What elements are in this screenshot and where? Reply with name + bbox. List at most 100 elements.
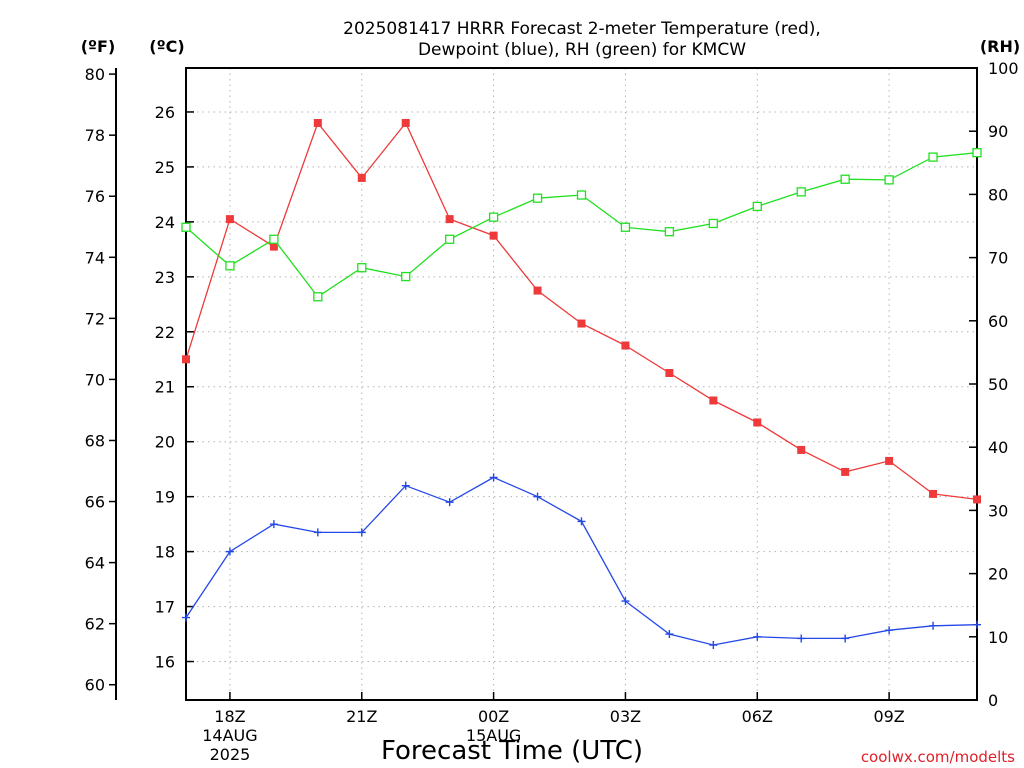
dewpoint-point bbox=[533, 492, 542, 501]
dewpoint-point bbox=[225, 547, 234, 556]
temperature-point bbox=[621, 341, 630, 350]
rh-point bbox=[313, 292, 323, 302]
dewpoint-series bbox=[182, 473, 981, 650]
celsius-tick-label: 26 bbox=[155, 103, 175, 122]
temperature-point bbox=[445, 215, 454, 224]
temperature-point bbox=[709, 396, 718, 405]
x-tick-label: 03Z bbox=[610, 707, 641, 726]
dewpoint-point bbox=[753, 632, 762, 641]
x-tick-label: 06Z bbox=[742, 707, 773, 726]
celsius-axis-label: (ºC) bbox=[149, 37, 184, 56]
fahrenheit-tick-label: 78 bbox=[85, 126, 105, 145]
temperature-point bbox=[665, 369, 674, 378]
temperature-point bbox=[885, 456, 894, 465]
dewpoint-point bbox=[797, 634, 806, 643]
fahrenheit-ticks: 60 62 64 66 68 70 72 74 76 78 80 bbox=[85, 65, 116, 695]
rh-point bbox=[357, 263, 367, 273]
celsius-tick-label: 20 bbox=[155, 433, 175, 452]
rh-point bbox=[181, 222, 191, 232]
fahrenheit-tick-label: 72 bbox=[85, 309, 105, 328]
rh-point bbox=[840, 174, 850, 184]
rh-point bbox=[796, 187, 806, 197]
rh-tick-label: 80 bbox=[988, 185, 1008, 204]
grid bbox=[186, 68, 977, 700]
rh-tick-label: 70 bbox=[988, 249, 1008, 268]
fahrenheit-tick-label: 80 bbox=[85, 65, 105, 84]
celsius-tick-label: 21 bbox=[155, 378, 175, 397]
celsius-ticks: 16 17 18 19 20 21 22 23 24 25 26 bbox=[155, 103, 194, 672]
celsius-tick-label: 19 bbox=[155, 488, 175, 507]
fahrenheit-tick-label: 66 bbox=[85, 493, 105, 512]
dewpoint-point bbox=[182, 613, 190, 622]
title-line-2: Dewpoint (blue), RH (green) for KMCW bbox=[418, 40, 746, 60]
temperature-point bbox=[929, 489, 938, 498]
fahrenheit-tick-label: 64 bbox=[85, 554, 105, 573]
dewpoint-point bbox=[577, 517, 586, 526]
rh-ticks: 0 10 20 30 40 50 60 70 80 90 100 bbox=[969, 59, 1019, 710]
celsius-tick-label: 17 bbox=[155, 598, 175, 617]
x-tick-label: 18Z bbox=[214, 707, 245, 726]
celsius-tick-label: 23 bbox=[155, 268, 175, 287]
temperature-point bbox=[313, 118, 322, 127]
dewpoint-point bbox=[665, 630, 674, 639]
dewpoint-point bbox=[929, 621, 938, 630]
celsius-tick-label: 22 bbox=[155, 323, 175, 342]
fahrenheit-axis-label: (ºF) bbox=[81, 37, 116, 56]
temperature-point bbox=[577, 319, 586, 328]
x-axis-label: Forecast Time (UTC) bbox=[381, 736, 643, 766]
x-tick-label: 14AUG bbox=[202, 726, 257, 745]
fahrenheit-tick-label: 70 bbox=[85, 370, 105, 389]
dewpoint-point bbox=[973, 620, 981, 629]
rh-line bbox=[185, 152, 978, 298]
dewpoint-point bbox=[445, 498, 454, 507]
x-tick-label: 15AUG bbox=[466, 726, 521, 745]
rh-point bbox=[752, 201, 762, 212]
series-layer bbox=[181, 118, 982, 650]
dewpoint-point bbox=[357, 528, 366, 537]
dewpoint-line bbox=[185, 476, 978, 646]
rh-tick-label: 20 bbox=[988, 565, 1008, 584]
rh-tick-label: 100 bbox=[988, 59, 1019, 78]
temperature-point bbox=[489, 231, 498, 240]
x-tick-label: 00Z bbox=[478, 707, 509, 726]
temperature-point bbox=[973, 495, 981, 504]
title-line-1: 2025081417 HRRR Forecast 2-meter Tempera… bbox=[343, 19, 821, 39]
rh-tick-label: 50 bbox=[988, 375, 1008, 394]
fahrenheit-tick-label: 60 bbox=[85, 676, 105, 695]
x-tick-label: 21Z bbox=[346, 707, 377, 726]
dewpoint-point bbox=[313, 528, 322, 537]
credit-link[interactable]: coolwx.com/modelts bbox=[861, 748, 1015, 766]
dewpoint-point bbox=[401, 481, 410, 490]
rh-point bbox=[620, 222, 631, 232]
rh-tick-label: 90 bbox=[988, 122, 1008, 141]
rh-tick-label: 60 bbox=[988, 312, 1008, 331]
temperature-point bbox=[401, 118, 410, 127]
chart-title: 2025081417 HRRR Forecast 2-meter Tempera… bbox=[343, 19, 821, 60]
celsius-tick-label: 16 bbox=[155, 653, 175, 672]
fahrenheit-tick-label: 62 bbox=[85, 615, 105, 634]
rh-point bbox=[664, 227, 675, 237]
rh-series bbox=[181, 148, 982, 302]
x-tick-label: 09Z bbox=[873, 707, 904, 726]
temperature-point bbox=[269, 242, 278, 251]
fahrenheit-tick-label: 68 bbox=[85, 431, 105, 450]
temperature-point bbox=[841, 467, 850, 476]
fahrenheit-tick-label: 74 bbox=[85, 248, 105, 267]
fahrenheit-tick-label: 76 bbox=[85, 187, 105, 206]
temperature-point bbox=[753, 418, 762, 427]
dewpoint-point bbox=[841, 634, 850, 643]
rh-point bbox=[488, 212, 499, 222]
dewpoint-point bbox=[885, 626, 894, 635]
dewpoint-point bbox=[621, 597, 630, 606]
rh-point bbox=[708, 218, 718, 229]
temperature-point bbox=[533, 286, 542, 295]
rh-point bbox=[445, 234, 455, 244]
temperature-point bbox=[357, 173, 366, 182]
dewpoint-point bbox=[269, 520, 278, 529]
rh-tick-label: 30 bbox=[988, 501, 1008, 520]
rh-point bbox=[532, 193, 543, 203]
rh-point bbox=[269, 234, 279, 244]
celsius-tick-label: 18 bbox=[155, 543, 175, 562]
